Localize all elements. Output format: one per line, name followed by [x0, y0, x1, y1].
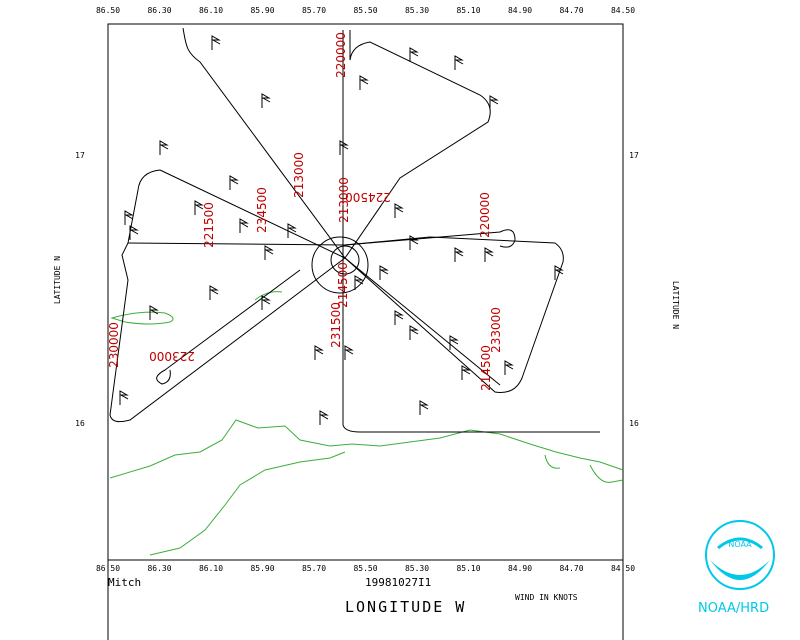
lon-tick-label-bottom: 86.50: [96, 564, 120, 573]
wind-barb: [409, 47, 419, 62]
wind-barb: [314, 345, 324, 360]
time-label: 223000: [149, 349, 195, 363]
lat-tick-label-left: 17: [75, 151, 85, 160]
wind-barb: [344, 345, 354, 360]
wind-barb: [261, 295, 271, 310]
lon-tick-label-bottom: 85.90: [250, 564, 274, 573]
flight-track: [109, 27, 600, 433]
lon-tick-label-bottom: 86.30: [147, 564, 171, 573]
lon-tick-label-bottom: 86.10: [199, 564, 223, 573]
lon-tick-label-top: 85.30: [405, 6, 429, 15]
wind-barb: [319, 410, 329, 425]
wind-barb: [339, 140, 349, 155]
lon-tick-label-top: 86.50: [96, 6, 120, 15]
org-label: NOAA/HRD: [698, 601, 769, 616]
wind-barb: [194, 200, 204, 215]
wind-barb: [461, 365, 471, 380]
wind-barb: [409, 325, 419, 340]
lat-tick-label-right: 16: [629, 419, 639, 428]
plot-frame: [107, 23, 624, 561]
lon-tick-label-top: 84.90: [508, 6, 532, 15]
lat-tick-label-left: 16: [75, 419, 85, 428]
wind-barb: [489, 95, 499, 110]
wind-barb: [287, 223, 297, 238]
lon-tick-label-bottom: 85.10: [456, 564, 480, 573]
wind-barb: [454, 247, 464, 262]
coastline: [109, 291, 624, 556]
lon-tick-label-top: 85.10: [456, 6, 480, 15]
time-label: 231500: [329, 302, 343, 348]
lon-tick-label-bottom: 84.90: [508, 564, 532, 573]
logo-text: NOAA: [728, 540, 752, 549]
wind-barb: [359, 75, 369, 90]
wind-barb: [159, 140, 169, 155]
lon-tick-label-top: 85.70: [302, 6, 326, 15]
lon-tick-label-top: 85.50: [353, 6, 377, 15]
time-label: 213000: [337, 177, 351, 223]
time-label: 214500: [479, 345, 493, 391]
wind-barb: [209, 285, 219, 300]
noaa-logo: NOAA: [705, 520, 775, 590]
lon-tick-label-bottom: 84.70: [559, 564, 583, 573]
lon-tick-label-top: 86.30: [147, 6, 171, 15]
time-label: 221500: [202, 202, 216, 248]
wind-barb: [394, 203, 404, 218]
wind-barb: [119, 390, 129, 405]
wind-note: WIND IN KNOTS: [515, 593, 578, 602]
lon-tick-label-bottom: 85.50: [353, 564, 377, 573]
wind-barb: [554, 265, 564, 280]
lon-tick-label-top: 85.90: [250, 6, 274, 15]
time-label: 220000: [478, 192, 492, 238]
wind-barb: [211, 35, 221, 50]
wind-barb: [454, 55, 464, 70]
wind-barb: [394, 310, 404, 325]
wind-barb: [419, 400, 429, 415]
time-label: 214500: [336, 262, 350, 308]
lon-tick-label-top: 86.10: [199, 6, 223, 15]
time-label: 234500: [255, 187, 269, 233]
lat-tick-label-right: 17: [629, 151, 639, 160]
wind-barb: [354, 275, 364, 290]
flight-id: 19981027I1: [365, 576, 431, 589]
wind-barb: [129, 225, 139, 240]
wind-barb: [229, 175, 239, 190]
x-axis-label: LONGITUDE W: [345, 598, 466, 616]
time-label: 213000: [292, 152, 306, 198]
lon-tick-label-bottom: 85.70: [302, 564, 326, 573]
y-axis-label-right: LATITUDE N: [671, 281, 680, 329]
lon-tick-label-top: 84.50: [611, 6, 635, 15]
time-label: 220000: [334, 32, 348, 78]
lon-tick-label-top: 84.70: [559, 6, 583, 15]
y-axis-label: LATITUDE N: [53, 256, 62, 304]
wind-barbs: [119, 35, 564, 425]
wind-barb: [264, 245, 274, 260]
wind-barb: [409, 235, 419, 250]
storm-name: Mitch: [108, 576, 141, 589]
lon-tick-label-bottom: 85.30: [405, 564, 429, 573]
wind-barb: [239, 218, 249, 233]
wind-barb: [379, 265, 389, 280]
wind-barb: [449, 335, 459, 350]
time-label: 233000: [489, 307, 503, 353]
wind-barb: [149, 305, 159, 320]
lon-tick-label-bottom: 84.50: [611, 564, 635, 573]
wind-barb: [504, 360, 514, 375]
wind-barb: [484, 247, 494, 262]
wind-barb: [261, 93, 271, 108]
wind-barb: [124, 210, 134, 225]
time-label: 230000: [107, 322, 121, 368]
time-label: 224500: [345, 190, 391, 204]
